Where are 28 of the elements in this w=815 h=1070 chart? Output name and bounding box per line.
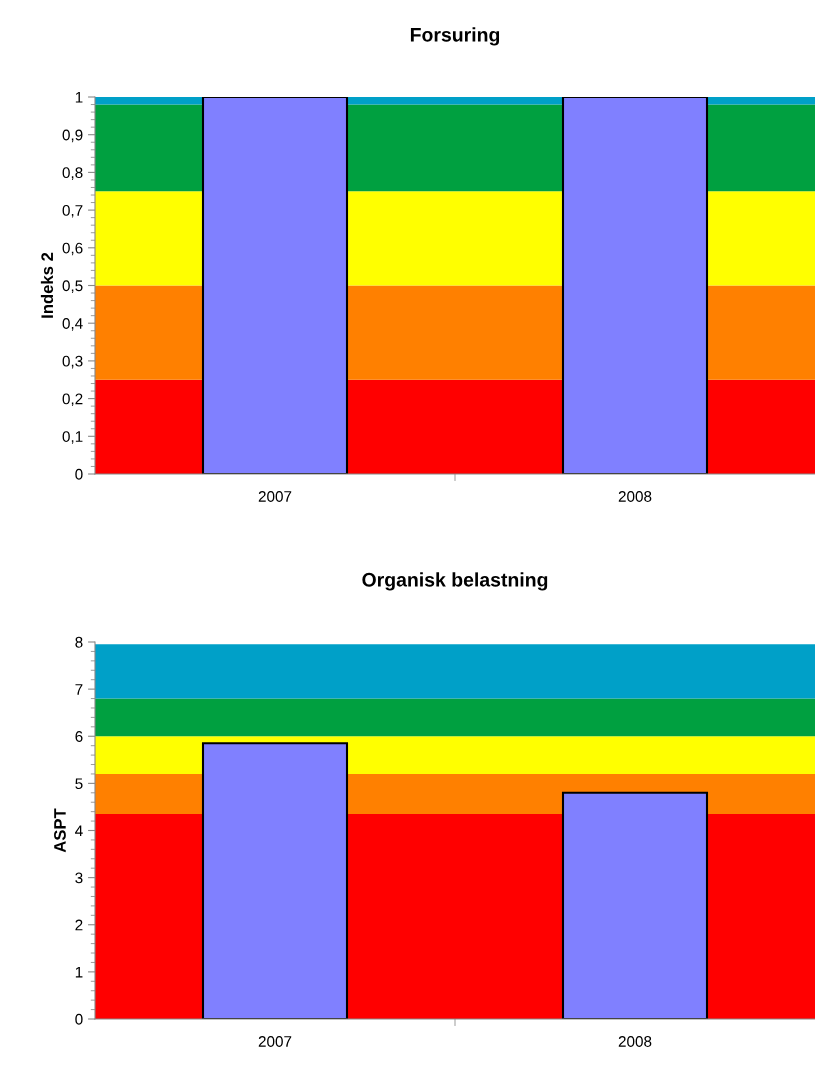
y-tick-label: 2 [75,919,83,931]
y-tick-label: 6 [75,731,83,742]
x-tick-label: 2008 [618,1036,652,1047]
y-tick-label: 1 [75,966,83,978]
y-tick-label: 1 [75,92,83,103]
y-axis-title: Indeks 2 [40,252,54,318]
y-tick-label: 0 [75,468,83,480]
y-tick-label: 8 [75,636,83,648]
chart-title: Organisk belastning [362,572,548,591]
y-tick-label: 3 [75,872,83,884]
x-tick-label: 2007 [258,491,292,502]
x-tick-label: 2007 [258,1036,292,1047]
y-tick-label: 7 [75,684,83,695]
y-tick-label: 0,7 [62,204,83,218]
y-tick-label: 0,9 [62,129,83,143]
y-tick-label: 0,3 [62,355,83,369]
y-tick-label: 5 [75,778,83,790]
y-tick-label: 0,4 [62,318,83,331]
y-axis-title: ASPT [54,808,66,853]
chart-title: Forsuring [410,27,500,46]
y-tick-label: 0 [75,1013,83,1025]
y-tick-label: 0,1 [62,431,83,444]
y-tick-label: 0,2 [62,393,83,407]
y-tick-label: 0,8 [62,167,83,180]
y-tick-label: 4 [75,825,83,837]
y-tick-label: 0,6 [62,242,83,256]
y-tick-label: 0,5 [62,280,83,293]
x-tick-label: 2008 [618,491,652,502]
